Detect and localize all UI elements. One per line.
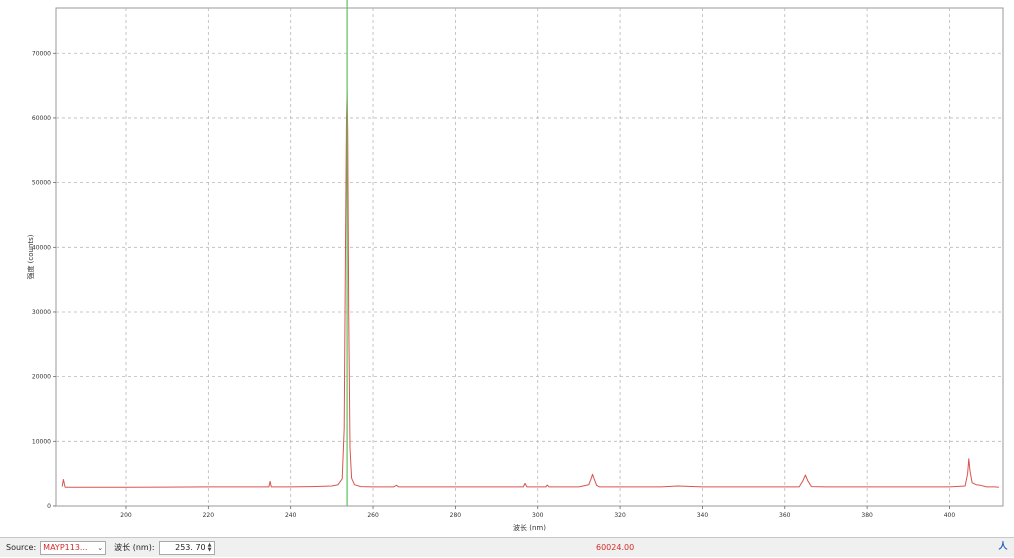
source-dropdown[interactable]: MAYP113... ⌄ <box>40 540 107 555</box>
x-tick-label: 320 <box>614 512 626 519</box>
x-tick-label: 260 <box>367 512 379 519</box>
x-tick-label: 380 <box>861 512 873 519</box>
y-tick-label: 0 <box>47 503 51 510</box>
y-tick-label: 40000 <box>32 244 51 251</box>
x-tick-label: 360 <box>779 512 791 519</box>
chevron-down-icon: ⌄ <box>97 543 104 552</box>
plot-frame <box>55 7 1004 507</box>
y-tick-label: 10000 <box>32 438 51 445</box>
intensity-readout: 60024.00 <box>596 543 635 552</box>
x-tick-label: 300 <box>532 512 544 519</box>
wavelength-label: 波长 (nm): <box>114 543 155 552</box>
y-tick-label: 60000 <box>32 115 51 122</box>
source-label: Source: <box>6 543 37 552</box>
x-tick-label: 400 <box>944 512 956 519</box>
spinner-icon[interactable]: ▲ ▼ <box>207 541 212 553</box>
x-tick-label: 220 <box>203 512 215 519</box>
wavelength-input[interactable]: 253. 70 ▲ ▼ <box>158 540 215 555</box>
x-axis-title: 波长 (nm) <box>513 523 546 532</box>
source-value: MAYP113... <box>43 543 88 552</box>
y-tick-label: 20000 <box>32 374 51 381</box>
app-logo-icon[interactable]: 人 <box>998 542 1008 552</box>
y-axis-title: 强度 (counts) <box>26 234 35 279</box>
spectrum-line <box>61 91 999 488</box>
y-tick-label: 30000 <box>32 309 51 316</box>
y-tick-label: 70000 <box>32 50 51 57</box>
spectrum-chart[interactable]: 200 220 240 260 280 300 320 340 360 380 400 0 10000 2… <box>0 0 1014 537</box>
status-bar: Source: MAYP113... ⌄ 波长 (nm): 253. 70 ▲ ▼… <box>0 537 1014 557</box>
x-tick-label: 240 <box>285 512 297 519</box>
x-tick-label: 340 <box>697 512 709 519</box>
wavelength-value: 253. 70 <box>175 543 206 552</box>
chart-svg: 200 220 240 260 280 300 320 340 360 380 400 0 10000 2… <box>26 0 1004 532</box>
x-tick-label: 200 <box>120 512 132 519</box>
x-tick-label: 280 <box>450 512 462 519</box>
y-tick-label: 50000 <box>32 180 51 187</box>
